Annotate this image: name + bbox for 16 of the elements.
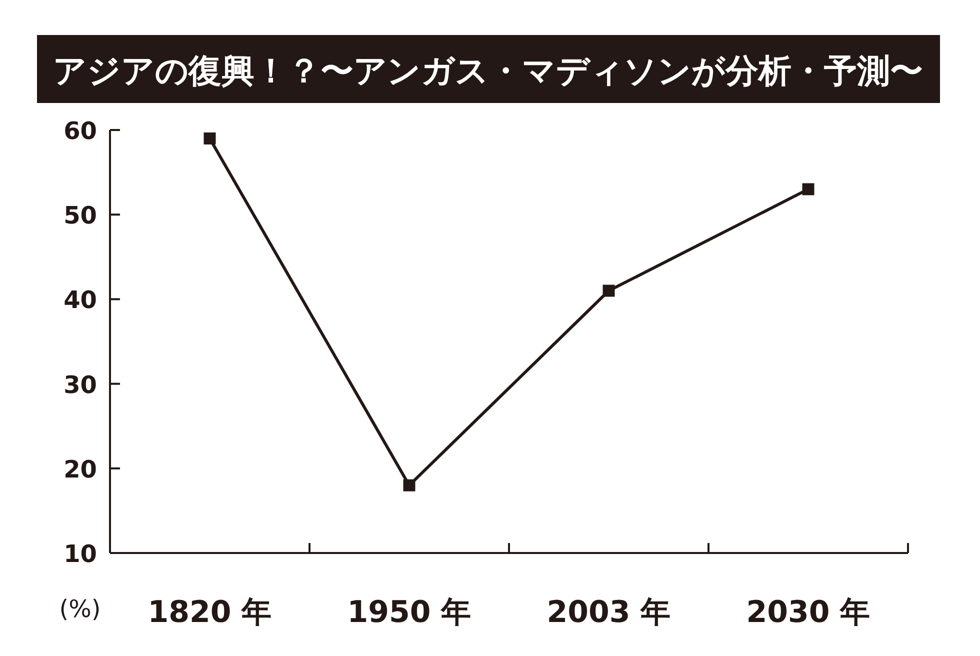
x-tick-label: 1820 年	[148, 595, 272, 630]
y-tick-label: 60	[64, 117, 97, 145]
point	[802, 183, 814, 196]
chart-title: アジアの復興！？〜アンガス・マディソンが分析・予測〜	[53, 51, 925, 90]
y-tick-label: 20	[64, 455, 97, 484]
y-tick-label: 50	[64, 202, 97, 230]
x-tick-label: 1950 年	[347, 595, 472, 630]
point	[403, 479, 416, 492]
point	[602, 284, 615, 297]
y-tick-label: 30	[64, 370, 97, 399]
y-axis-title: (%)	[59, 595, 101, 623]
x-tick-label: 2003 年	[546, 595, 671, 630]
y-tick-label: 40	[64, 286, 97, 314]
point	[204, 132, 216, 144]
x-tick-label: 2030 年	[746, 595, 870, 630]
y-tick-label: 10	[64, 540, 97, 568]
